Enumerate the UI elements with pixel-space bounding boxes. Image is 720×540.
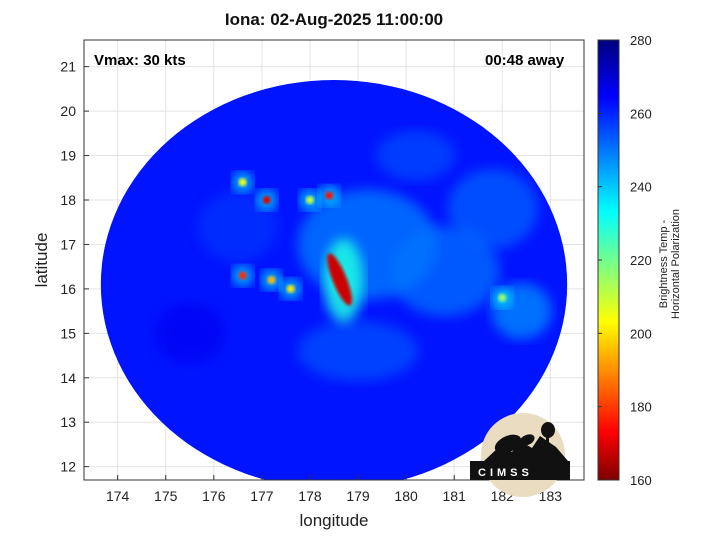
plot-border xyxy=(83,39,585,481)
y-tick-label: 21 xyxy=(60,59,76,75)
x-tick-label: 176 xyxy=(202,488,226,504)
logo-tank-icon xyxy=(541,422,555,438)
colorbar-tick-label: 160 xyxy=(630,473,652,488)
x-tick-label: 174 xyxy=(106,488,130,504)
logo-text: CIMSS xyxy=(478,467,533,479)
colorbar-tick-label: 240 xyxy=(630,180,652,195)
swath-texture xyxy=(154,303,225,364)
colorbar-tick-label: 200 xyxy=(630,326,652,341)
convective-features xyxy=(232,172,513,323)
convective-cell xyxy=(305,196,314,204)
cimss-logo: CIMSS xyxy=(470,413,570,497)
convective-cell xyxy=(267,276,276,284)
swath-texture xyxy=(389,226,500,317)
eyewall-core xyxy=(327,253,352,306)
colorbar-label: Brightness Temp - Horizontal Polarizatio… xyxy=(658,208,682,320)
y-tick-label: 13 xyxy=(60,414,76,430)
x-tick-label: 179 xyxy=(346,488,370,504)
x-tick-label: 178 xyxy=(298,488,322,504)
colorbar-ticks: 160 180 200 220 240 260 280 xyxy=(598,33,652,488)
logo-bar xyxy=(470,461,570,480)
y-tick-label: 18 xyxy=(60,192,76,208)
vmax-label: Vmax: 30 kts xyxy=(94,52,186,69)
logo-dish-icon xyxy=(519,434,535,446)
y-axis-ticks: 12 13 14 15 16 17 18 19 20 21 xyxy=(60,59,89,475)
colorbar-tick-label: 260 xyxy=(630,106,652,121)
convective-cell xyxy=(238,271,247,280)
y-tick-label: 15 xyxy=(60,325,76,341)
y-tick-label: 16 xyxy=(60,281,76,297)
y-tick-label: 12 xyxy=(60,459,76,475)
map-title: Iona: 02-Aug-2025 11:00:00 xyxy=(224,10,444,29)
time-away-label: 00:48 away xyxy=(485,52,565,69)
y-tick-label: 20 xyxy=(60,103,76,119)
logo-tower-icon xyxy=(546,432,549,462)
x-axis-label: longitude xyxy=(299,511,369,530)
x-tick-label: 181 xyxy=(443,488,467,504)
x-tick-label: 175 xyxy=(154,488,178,504)
colorbar-tick-label: 180 xyxy=(630,400,652,415)
y-tick-label: 19 xyxy=(60,148,76,164)
swath-texture xyxy=(298,321,419,382)
y-tick-label: 17 xyxy=(60,236,76,252)
x-tick-label: 180 xyxy=(394,488,418,504)
y-axis-label: latitude xyxy=(32,232,51,288)
convective-cell xyxy=(286,284,295,293)
convective-cell xyxy=(498,293,507,302)
swath-texture xyxy=(375,130,456,181)
convective-cell xyxy=(238,178,247,187)
x-tick-label: 177 xyxy=(250,488,274,504)
colorbar-tick-label: 220 xyxy=(630,253,652,268)
convective-cell xyxy=(325,191,334,200)
colorbar-tick-label: 280 xyxy=(630,33,652,48)
swath-texture xyxy=(197,191,278,262)
y-tick-label: 14 xyxy=(60,370,76,386)
x-tick-label: 183 xyxy=(539,488,563,504)
swath-texture xyxy=(447,168,538,249)
logo-dish-icon xyxy=(494,434,522,454)
convective-cell xyxy=(262,196,271,204)
